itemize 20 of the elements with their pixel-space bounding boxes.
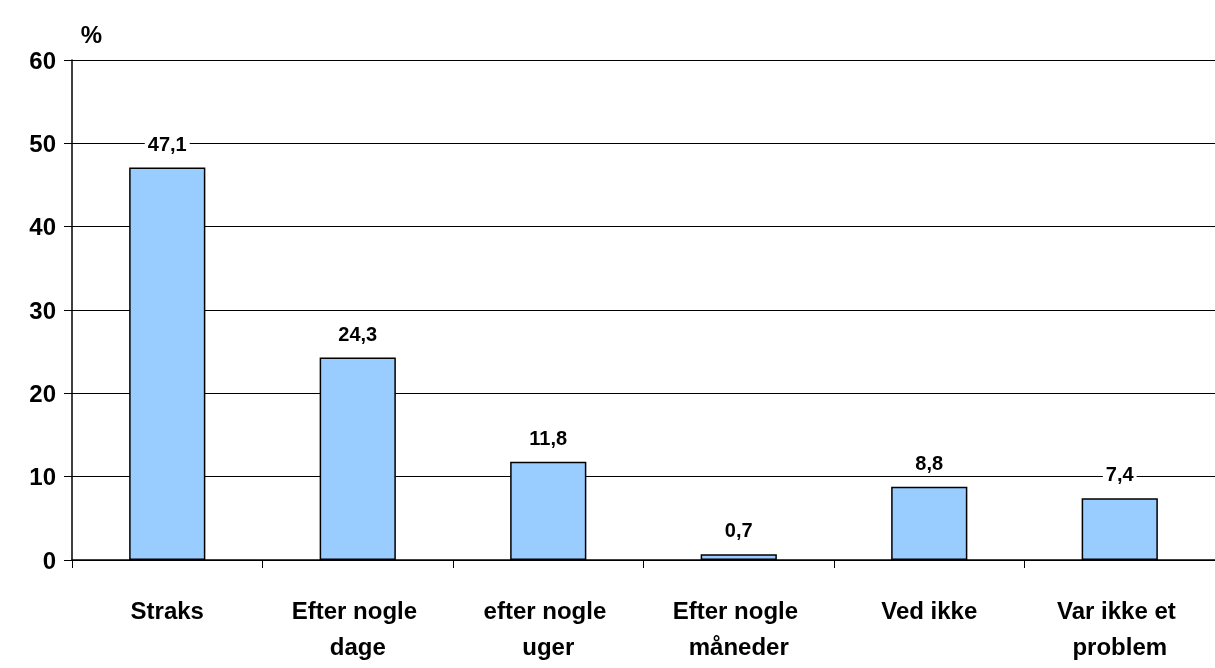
x-tick-label: Efter nogle dage xyxy=(291,596,424,660)
x-tick-label: Efter nogle måneder xyxy=(672,596,805,660)
data-label: 8,8 xyxy=(915,451,944,474)
data-label: 47,1 xyxy=(147,132,187,155)
x-tick-label: efter nogle uger xyxy=(483,596,613,660)
y-tick-label: 0 xyxy=(42,546,56,574)
y-tick-label: 40 xyxy=(29,213,56,241)
data-label: 11,8 xyxy=(529,426,568,449)
x-tick-label: Var ikke et problem xyxy=(1057,596,1183,660)
y-tick-label: 20 xyxy=(29,379,56,407)
x-tick-label: Ved ikke xyxy=(881,596,978,624)
y-tick-label: 30 xyxy=(29,296,56,324)
data-label: 0,7 xyxy=(724,519,753,542)
y-tick-label: 10 xyxy=(29,463,56,491)
y-tick-label: 60 xyxy=(29,46,56,74)
data-label: 24,3 xyxy=(338,322,378,345)
x-tick-label: Straks xyxy=(130,596,204,624)
y-tick-label: 50 xyxy=(29,129,56,157)
y-axis-title: % xyxy=(80,20,102,48)
data-label: 7,4 xyxy=(1105,463,1135,486)
